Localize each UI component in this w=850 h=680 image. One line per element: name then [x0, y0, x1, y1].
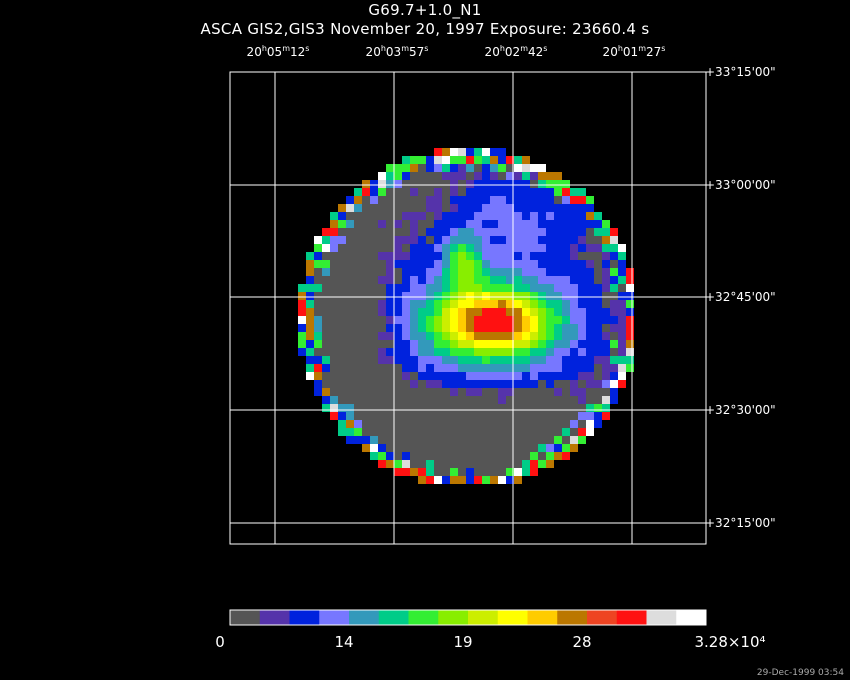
- dec-label-2: +33°00'00": [705, 178, 776, 192]
- colorbar-swatch: [438, 610, 469, 625]
- colorbar-label-3: 19: [453, 633, 473, 651]
- dec-label-3: +32°45'00": [705, 290, 776, 304]
- colorbar-border: [229, 609, 707, 626]
- colorbar-swatch: [676, 610, 707, 625]
- colorbar-swatch: [349, 610, 380, 625]
- colorbar-swatch: [289, 610, 320, 625]
- xray-intensity-map: [298, 148, 634, 484]
- colorbar-swatch: [319, 610, 350, 625]
- colorbar-label-4: 28: [572, 633, 592, 651]
- colorbar-swatch: [378, 610, 409, 625]
- dec-label-5: +32°15'00": [705, 516, 776, 530]
- image-title: G69.7+1.0_N1: [368, 1, 482, 19]
- dec-label-1: +33°15'00": [705, 65, 776, 79]
- coordinate-grid: [230, 71, 712, 544]
- ra-label-2: 20h03m57s: [365, 44, 429, 59]
- ra-label-4: 20h01m27s: [602, 44, 666, 59]
- dec-label-4: +32°30'00": [705, 403, 776, 417]
- image-subtitle: ASCA GIS2,GIS3 November 20, 1997 Exposur…: [200, 20, 650, 38]
- colorbar-swatch: [527, 610, 558, 625]
- image-frame: [229, 71, 707, 545]
- colorbar-swatch: [497, 610, 528, 625]
- colorbar: [229, 609, 707, 626]
- colorbar-label-5: 3.28×10⁴: [694, 633, 766, 651]
- colorbar-swatch: [408, 610, 439, 625]
- ra-label-1: 20h05m12s: [246, 44, 310, 59]
- ra-label-3: 20h02m42s: [484, 44, 548, 59]
- colorbar-swatch: [587, 610, 618, 625]
- colorbar-swatch: [557, 610, 588, 625]
- colorbar-swatch: [259, 610, 290, 625]
- colorbar-swatch: [468, 610, 499, 625]
- timestamp: 29-Dec-1999 03:54: [756, 668, 844, 678]
- colorbar-swatch: [616, 610, 647, 625]
- colorbar-swatch: [646, 610, 677, 625]
- colorbar-label-2: 14: [334, 633, 354, 651]
- colorbar-swatch: [230, 610, 261, 625]
- colorbar-label-1: 0: [215, 633, 225, 651]
